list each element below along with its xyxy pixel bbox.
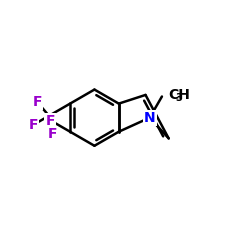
Text: F: F bbox=[28, 118, 38, 132]
Text: 3: 3 bbox=[175, 94, 182, 104]
Text: F: F bbox=[32, 95, 42, 109]
Text: N: N bbox=[144, 111, 156, 125]
Text: CH: CH bbox=[168, 88, 190, 102]
Text: F: F bbox=[46, 114, 55, 128]
Text: F: F bbox=[47, 127, 57, 141]
